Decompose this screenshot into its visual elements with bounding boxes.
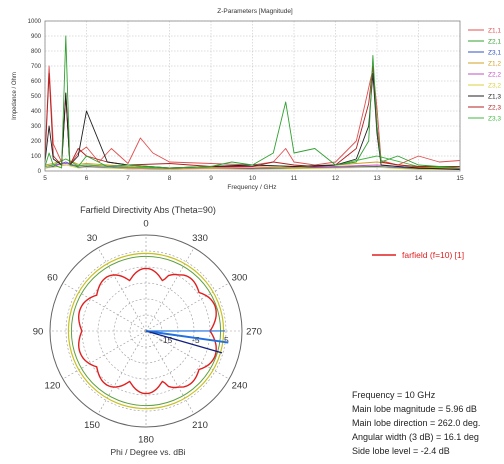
x-tick-label: 11 [291, 175, 298, 182]
polar-series [67, 252, 229, 410]
z-parameters-chart: Z-Parameters [Magnitude] 5 6 7 8 9 10 11 12 13 14… [12, 8, 501, 191]
legend-label: Z3,1 [488, 50, 501, 57]
x-tick-label: 5 [43, 175, 47, 182]
y-tick-label: 0 [38, 169, 42, 175]
series-line [44, 163, 461, 170]
legend-label: Z2,1 [488, 39, 501, 46]
angle-label: 210 [192, 420, 208, 431]
x-tick-label: 8 [168, 175, 172, 182]
radial-tick-label: 5 [224, 335, 229, 345]
chart-grid [44, 20, 461, 172]
series-line [44, 35, 461, 169]
y-tick-label: 900 [31, 34, 42, 40]
x-axis-label: Frequency / GHz [227, 184, 276, 191]
x-tick-label: 13 [373, 175, 381, 182]
legend-label: Z2,3 [488, 105, 501, 112]
radial-tick-label: -15 [160, 335, 173, 345]
polar-legend: farfield (f=10) [1] [372, 250, 464, 260]
polar-spoke [62, 282, 147, 332]
y-tick-label: 500 [31, 94, 42, 100]
polar-spoke [145, 282, 230, 332]
polar-spoke [97, 330, 147, 415]
legend-label: Z1,3 [488, 94, 501, 101]
legend-label: Z1,1 [488, 28, 501, 35]
legend-label: Z1,2 [488, 61, 501, 68]
legend-label: Z3,3 [488, 116, 501, 123]
info-main-lobe-direction: Main lobe direction = 262.0 deg. [352, 418, 481, 428]
x-tick-label: 12 [332, 175, 340, 182]
angle-label: 30 [87, 233, 98, 244]
x-tick-label: 14 [415, 175, 423, 182]
x-tick-label: 7 [126, 175, 130, 182]
info-main-lobe-magnitude: Main lobe magnitude = 5.96 dB [352, 404, 477, 414]
polar-spoke [145, 330, 195, 415]
angle-label: 180 [138, 435, 154, 446]
radial-tick-label: -5 [192, 335, 200, 345]
main-lobe-arrow [145, 330, 229, 344]
y-tick-label: 700 [31, 64, 42, 70]
angle-label: 150 [84, 420, 100, 431]
angle-label: 300 [232, 273, 248, 284]
axis-ticks: 5 6 7 8 9 10 11 12 13 14 15 0 100 200 300 400 500 600 700 8… [28, 19, 464, 182]
polar-angle-labels: 0 330 300 270 240 210 180 150 120 90 60 30 [33, 219, 262, 446]
plot-frame [44, 20, 461, 172]
angle-label: 270 [246, 327, 262, 338]
legend-label-farfield: farfield (f=10) [1] [402, 250, 464, 260]
x-tick-label: 9 [209, 175, 213, 182]
angle-label: 90 [33, 327, 44, 338]
y-axis-label: Impedance / Ohm [12, 72, 18, 120]
angle-label: 120 [45, 381, 61, 392]
info-frequency: Frequency = 10 GHz [352, 390, 436, 400]
polar-spoke [145, 330, 230, 380]
x-tick-label: 10 [249, 175, 257, 182]
y-tick-label: 1000 [28, 19, 42, 25]
legend-label: Z3,2 [488, 83, 501, 90]
polar-spoke [62, 330, 147, 380]
chart-legend: Z1,1 Z2,1 Z3,1 Z1,2 Z2,2 Z3,2 Z1,3 Z2,3 Z3,3 [468, 28, 501, 123]
polar-outer-ring [49, 234, 243, 428]
x-tick-label: 6 [85, 175, 89, 182]
angle-label: 240 [232, 381, 248, 392]
farfield-polar-chart: Farfield Directivity Abs (Theta=90) -15 -… [33, 205, 464, 457]
chart-series [44, 35, 461, 170]
y-tick-label: 200 [31, 139, 42, 145]
series-line [44, 164, 460, 170]
chart-title: Z-Parameters [Magnitude] [217, 8, 293, 15]
y-tick-label: 100 [31, 154, 42, 160]
beamwidth-line [145, 330, 223, 354]
angle-label: 60 [47, 273, 58, 284]
legend-label: Z2,2 [488, 72, 501, 79]
info-side-lobe-level: Side lobe level = -2.4 dB [352, 446, 450, 456]
farfield-info-panel: Frequency = 10 GHz Main lobe magnitude =… [352, 388, 504, 458]
polar-axis-label: Phi / Degree vs. dBi [110, 447, 185, 457]
y-tick-label: 600 [31, 79, 42, 85]
y-tick-label: 400 [31, 109, 42, 115]
angle-label: 0 [143, 219, 148, 230]
info-angular-width: Angular width (3 dB) = 16.1 deg [352, 432, 479, 442]
y-tick-label: 800 [31, 49, 42, 55]
polar-title: Farfield Directivity Abs (Theta=90) [80, 205, 216, 215]
directivity-curve [77, 267, 217, 395]
angle-label: 330 [192, 233, 208, 244]
y-tick-label: 300 [31, 124, 42, 130]
x-tick-label: 15 [456, 175, 464, 182]
